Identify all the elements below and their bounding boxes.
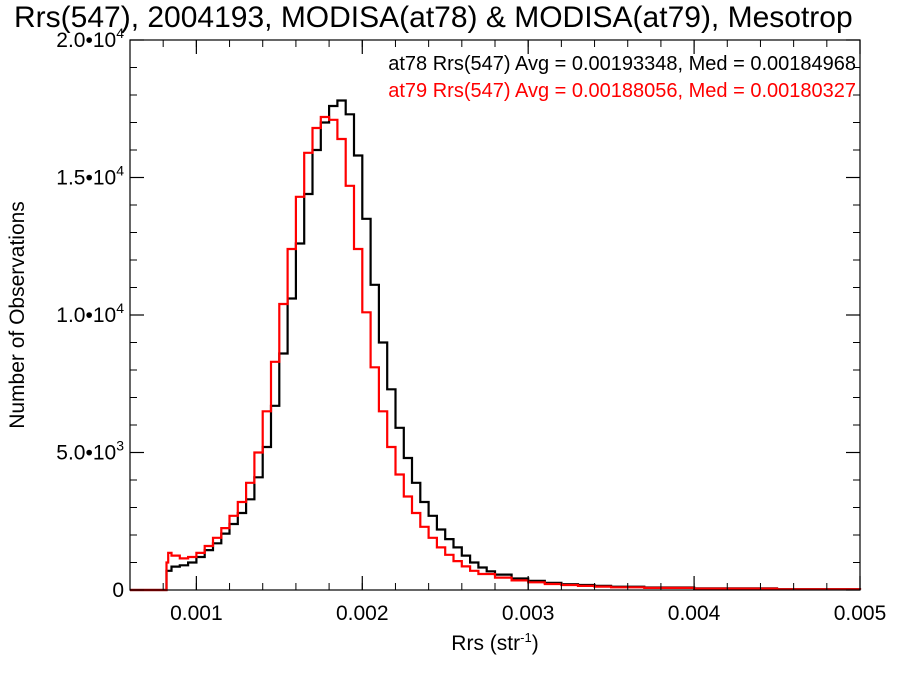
x-axis-label-close: ) — [532, 632, 539, 655]
y-tick-label: 2.0•104 — [56, 25, 124, 52]
x-axis-label-main: Rrs (str — [451, 632, 520, 655]
y-tick-label: 5.0•103 — [56, 438, 124, 465]
y-tick-label: 0 — [112, 579, 124, 602]
series-layer — [130, 99, 862, 592]
y-axis-label: Number of Observations — [6, 201, 29, 429]
y-tick-label: 1.0•104 — [56, 300, 124, 327]
tick-layer: 0.001 0.002 0.003 0.004 0.005 0 5.0•103 1.0•104… — [56, 25, 886, 625]
series-line-1 — [130, 115, 862, 592]
x-axis-label-sup: -1 — [520, 630, 532, 645]
x-tick-label: 0.001 — [170, 602, 223, 625]
y-tick-label: 1.5•104 — [56, 163, 124, 190]
x-axis-label: Rrs (str-1) — [451, 630, 538, 655]
legend-annotation-at78: at78 Rrs(547) Avg = 0.00193348, Med = 0.… — [388, 53, 856, 75]
x-tick-label: 0.003 — [502, 602, 555, 625]
x-tick-label: 0.002 — [336, 602, 389, 625]
x-tick-label: 0.005 — [834, 602, 887, 625]
x-tick-label: 0.004 — [668, 602, 721, 625]
chart-title: Rrs(547), 2004193, MODISA(at78) & MODISA… — [14, 1, 853, 34]
legend-annotation-at79: at79 Rrs(547) Avg = 0.00188056, Med = 0.… — [388, 80, 856, 102]
